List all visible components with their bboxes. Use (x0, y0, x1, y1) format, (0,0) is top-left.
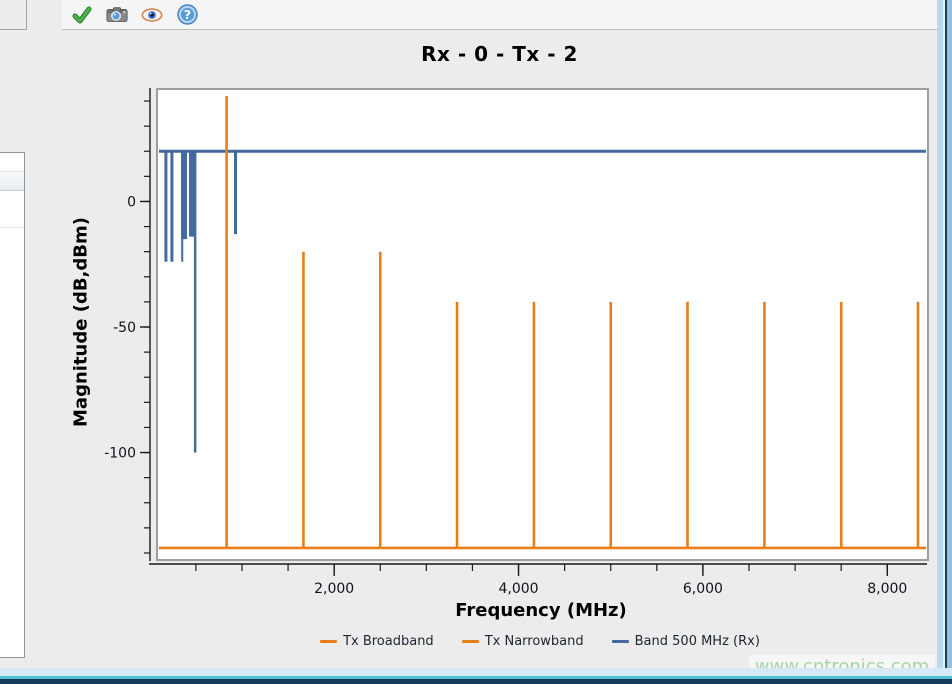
eye-icon (141, 7, 163, 22)
window-border-right (937, 0, 952, 684)
tick-label: 8,000 (867, 581, 907, 597)
left-side-panel (0, 152, 25, 658)
chart-toolbar: ? (62, 0, 937, 30)
help-icon[interactable]: ? (176, 4, 198, 26)
check-icon (72, 6, 92, 23)
tick-label: 4,000 (498, 581, 538, 597)
tick-label: 6,000 (683, 581, 723, 597)
camera-snapshot-icon[interactable] (106, 4, 128, 26)
legend-swatch (320, 639, 338, 643)
tick-label: -50 (113, 320, 136, 336)
tick-label: 0 (127, 194, 136, 210)
legend-swatch (461, 639, 479, 643)
question-mark-icon: ? (176, 4, 198, 25)
y-axis-label: Magnitude (dB,dBm) (70, 217, 92, 427)
legend-item: Band 500 MHz (Rx) (611, 633, 760, 649)
legend-item: Tx Broadband (320, 634, 434, 649)
left-panel-header-band (0, 171, 24, 191)
svg-text:?: ? (183, 7, 190, 22)
chart-legend: Tx Broadband Tx Narrowband Band 500 MHz (R… (120, 631, 952, 651)
x-axis-label: Frequency (MHz) (455, 600, 627, 621)
tick-label: 2,000 (314, 581, 354, 597)
apply-check-icon[interactable] (71, 4, 93, 26)
legend-label: Tx Broadband (343, 633, 434, 649)
legend-label: Tx Narrowband (484, 633, 584, 649)
legend-swatch (611, 639, 629, 643)
top-left-panel-corner (0, 0, 27, 30)
chart-title: Rx - 0 - Tx - 2 (421, 42, 578, 66)
legend-label: Band 500 MHz (Rx) (634, 633, 760, 649)
tick-label: -100 (104, 446, 136, 462)
left-panel-divider (0, 227, 24, 228)
window-border-bottom (0, 668, 952, 684)
legend-item: Tx Narrowband (461, 633, 584, 649)
eye-visibility-icon[interactable] (141, 4, 163, 26)
plot-area[interactable] (156, 88, 929, 561)
camera-icon (106, 6, 128, 22)
